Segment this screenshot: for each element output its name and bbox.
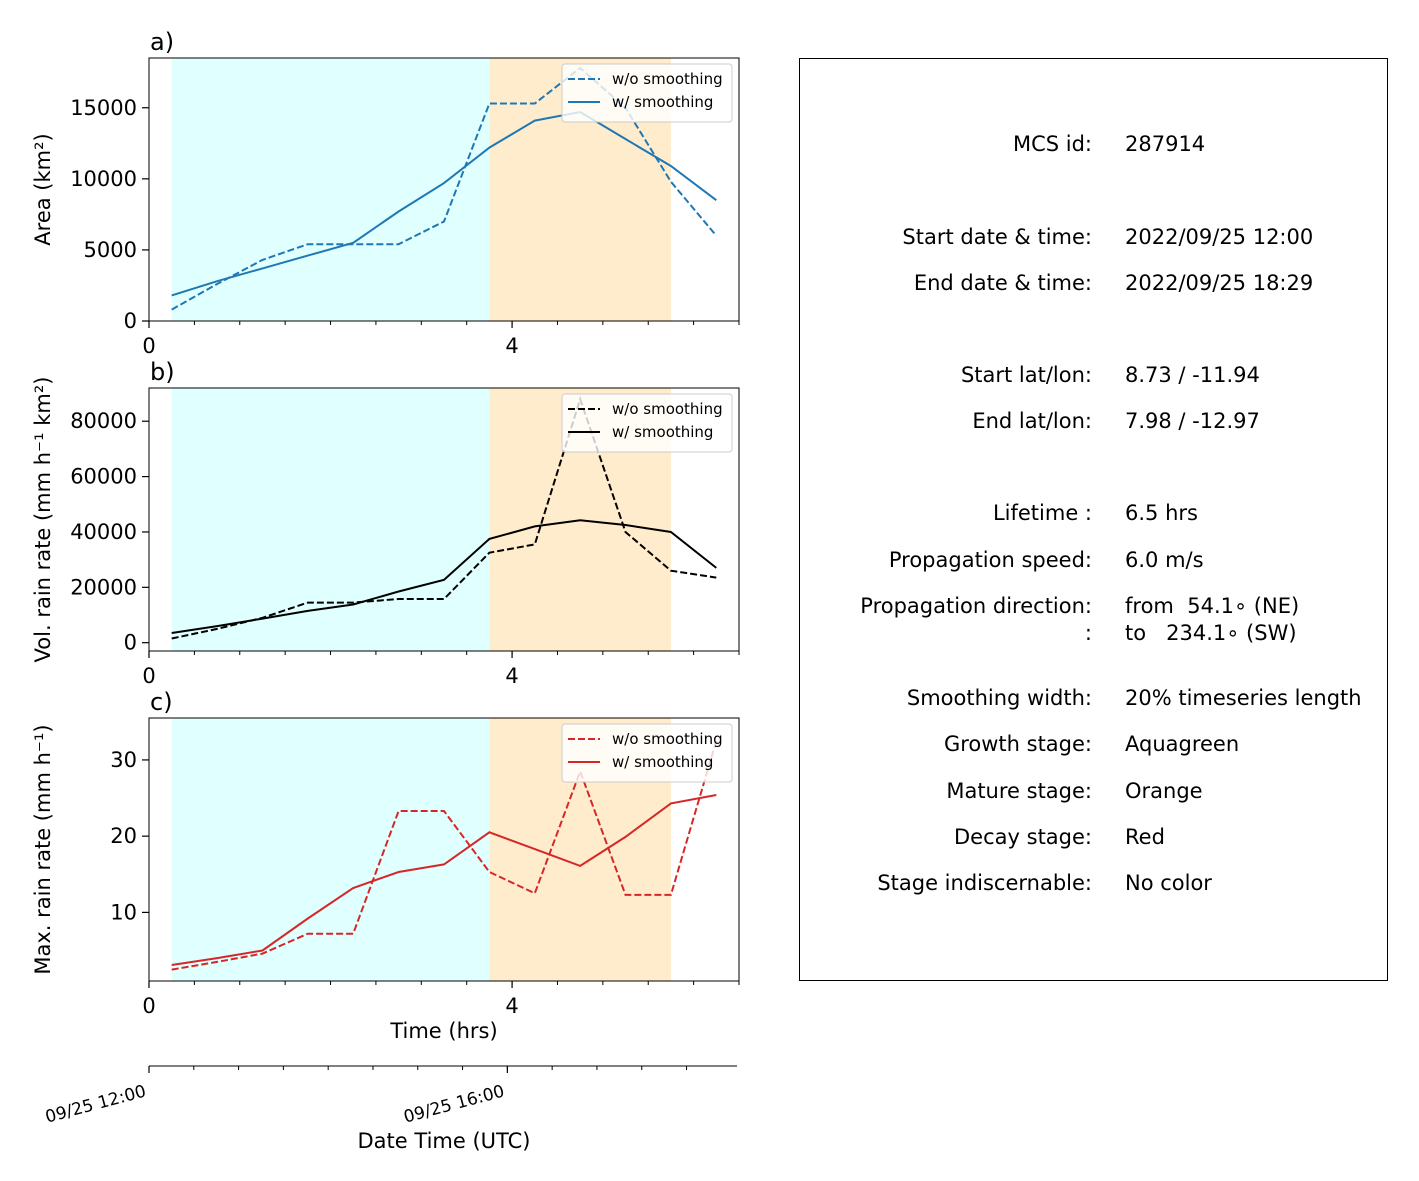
stage-band-growth: [171, 388, 490, 651]
info-row: Mature stage: Orange: [800, 778, 1387, 804]
series-line-raw: [171, 740, 718, 971]
info-value: Aquagreen: [1125, 732, 1240, 756]
info-label: Growth stage:: [943, 732, 1092, 756]
panel-2: 0 4 0 20000 40000 60000 80000 b) Vol. rain rate …: [31, 358, 740, 688]
legend-entry: w/ smoothing: [612, 753, 713, 771]
info-row: Smoothing width: 20% timeseries length: [800, 685, 1387, 711]
info-row: Decay stage: Red: [800, 824, 1387, 850]
x-tick-label: 0: [142, 664, 155, 688]
legend-entry: w/o smoothing: [612, 70, 723, 88]
info-row: End lat/lon: 7.98 / -12.97: [800, 408, 1387, 434]
secondary-tick-label: 09/25 16:00: [402, 1082, 507, 1128]
info-label: Propagation direction:: [860, 594, 1092, 618]
y-tick-label: 20000: [70, 575, 137, 599]
legend-box: [561, 393, 733, 453]
x-tick-label: 4: [505, 994, 518, 1018]
info-row: MCS id: 287914: [800, 131, 1387, 157]
y-tick-label: 20: [110, 824, 137, 848]
legend-box: [561, 723, 733, 783]
info-label: Start lat/lon:: [960, 363, 1092, 387]
panel-label: b): [150, 358, 175, 386]
y-tick-label: 30: [110, 748, 137, 772]
secondary-axis-label: Date Time (UTC): [358, 1129, 531, 1153]
x-axis-label: Time (hrs): [389, 1019, 497, 1043]
info-row: Growth stage: Aquagreen: [800, 731, 1387, 757]
legend-entry: w/o smoothing: [612, 730, 723, 748]
y-axis-label: Area (km²): [31, 133, 55, 245]
info-label: Start date & time:: [902, 225, 1092, 249]
info-label: MCS id:: [1012, 132, 1092, 156]
info-row: : to 234.1∘ (SW): [800, 620, 1387, 646]
stage-band-growth: [171, 58, 490, 321]
y-tick-label: 15000: [70, 96, 137, 120]
info-value: 8.73 / -11.94: [1125, 363, 1260, 387]
info-value: 2022/09/25 12:00: [1125, 225, 1314, 249]
info-row: Start date & time: 2022/09/25 12:00: [800, 224, 1387, 250]
info-value: 6.0 m/s: [1125, 548, 1204, 572]
info-row: Propagation direction: from 54.1∘ (NE): [800, 593, 1387, 619]
panel-1: 0 4 0 5000 10000 15000 a) Area (km²) w/o smoothi…: [31, 28, 740, 358]
x-tick-label: 4: [505, 334, 518, 358]
legend-box: [561, 63, 733, 123]
info-panel: MCS id: 287914 Start date & time: 2022/09/2…: [799, 58, 1388, 981]
info-row: Lifetime : 6.5 hrs: [800, 500, 1387, 526]
axes-frame: [148, 387, 740, 652]
y-tick-label: 5000: [84, 238, 137, 262]
info-value: to 234.1∘ (SW): [1125, 621, 1297, 645]
legend: w/o smoothing w/ smoothing: [561, 393, 733, 453]
y-tick-label: 10: [110, 900, 137, 924]
y-tick-label: 10000: [70, 167, 137, 191]
info-value: Red: [1125, 825, 1165, 849]
info-value: Orange: [1125, 779, 1203, 803]
info-label: Lifetime :: [992, 501, 1092, 525]
y-axis-label: Max. rain rate (mm h⁻¹): [31, 724, 55, 974]
info-value: 6.5 hrs: [1125, 501, 1198, 525]
info-value: No color: [1125, 871, 1212, 895]
info-label: Decay stage:: [954, 825, 1092, 849]
series-line-smoothed: [171, 110, 717, 297]
x-tick-label: 0: [142, 334, 155, 358]
y-tick-label: 60000: [70, 465, 137, 489]
legend: w/o smoothing w/ smoothing: [561, 63, 733, 123]
info-value: 20% timeseries length: [1125, 686, 1362, 710]
y-tick-label: 40000: [70, 520, 137, 544]
info-label: Mature stage:: [946, 779, 1092, 803]
info-value: 7.98 / -12.97: [1125, 409, 1260, 433]
y-tick-label: 0: [124, 631, 137, 655]
legend: w/o smoothing w/ smoothing: [561, 723, 733, 783]
panel-3: 0 4 10 20 30 c) Max. rain rate (mm h⁻¹) Time (h…: [31, 688, 740, 1043]
legend-entry: w/o smoothing: [612, 400, 723, 418]
y-axis-label: Vol. rain rate (mm h⁻¹ km²): [31, 377, 55, 663]
info-label: Propagation speed:: [888, 548, 1092, 572]
info-value: 287914: [1125, 132, 1206, 156]
panel-label: c): [150, 688, 173, 716]
info-row: Start lat/lon: 8.73 / -11.94: [800, 362, 1387, 388]
info-label: :: [1084, 621, 1092, 645]
info-value: from 54.1∘ (NE): [1125, 594, 1300, 618]
panel-label: a): [150, 28, 174, 56]
info-row: Stage indiscernable: No color: [800, 870, 1387, 896]
info-label: End lat/lon:: [972, 409, 1092, 433]
x-tick-label: 4: [505, 664, 518, 688]
x-tick-label: 0: [142, 994, 155, 1018]
secondary-tick-label: 09/25 12:00: [43, 1082, 148, 1128]
info-row: End date & time: 2022/09/25 18:29: [800, 270, 1387, 296]
info-label: Stage indiscernable:: [877, 871, 1092, 895]
stage-band-growth: [171, 718, 490, 981]
series-line-smoothed: [171, 794, 717, 966]
axes-frame: [148, 717, 740, 982]
y-tick-label: 80000: [70, 409, 137, 433]
legend-entry: w/ smoothing: [612, 93, 713, 111]
y-tick-label: 0: [124, 309, 137, 333]
info-label: End date & time:: [913, 271, 1092, 295]
series-line-smoothed: [171, 519, 717, 634]
info-value: 2022/09/25 18:29: [1125, 271, 1314, 295]
info-label: Smoothing width:: [906, 686, 1092, 710]
legend-entry: w/ smoothing: [612, 423, 713, 441]
axes-frame: [148, 57, 740, 322]
info-row: Propagation speed: 6.0 m/s: [800, 547, 1387, 573]
